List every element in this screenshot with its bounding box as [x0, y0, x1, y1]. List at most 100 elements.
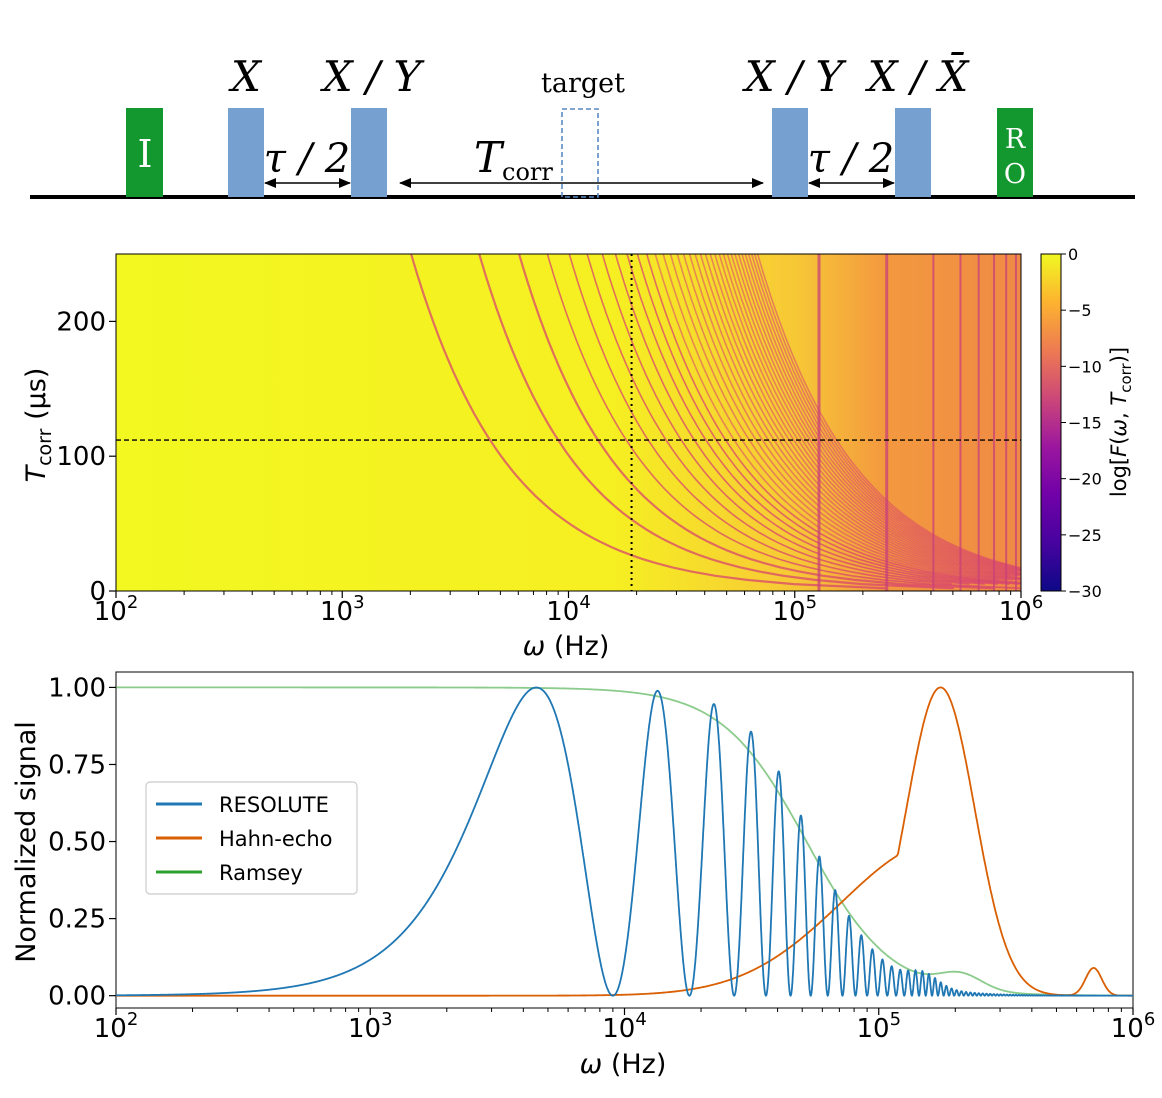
- x-tick-label: 106: [1111, 1009, 1156, 1044]
- pulse-3: [772, 108, 808, 197]
- pulse-sequence: I X X / Y X / Y X / X̄ target R O τ / 2 …: [30, 50, 1135, 199]
- legend: RESOLUTE Hahn-echo Ramsey: [145, 781, 358, 895]
- heatmap-dip-curve: [694, 254, 1021, 580]
- readout-label-r: R: [1005, 124, 1026, 155]
- line-y-axis: 0.00 0.25 0.50 0.75 1.00: [48, 673, 116, 1012]
- y-tick-label: 0.75: [48, 750, 106, 780]
- pulse-4: [895, 108, 931, 197]
- heatmap-dip-curve: [601, 254, 985, 585]
- x-tick-label: 104: [546, 592, 591, 627]
- y-tick-label: 100: [56, 442, 106, 472]
- legend-label-ramsey: Ramsey: [219, 861, 303, 885]
- init-label: I: [137, 132, 152, 176]
- heatmap-dip-curve: [546, 254, 1021, 590]
- colorbar-tick-label: −25: [1068, 526, 1102, 545]
- heatmap-dip-curve: [704, 254, 1010, 577]
- colorbar-tick-label: 0: [1068, 245, 1078, 264]
- pulse-2: [351, 108, 387, 197]
- colorbar-tick-label: −10: [1068, 357, 1102, 376]
- heatmap-y-label: Tcorr (μs): [21, 368, 56, 483]
- y-tick-label: 200: [56, 307, 106, 337]
- colorbar-tick-label: −15: [1068, 414, 1102, 433]
- x-tick-label: 105: [856, 1009, 901, 1044]
- tau-right-label: τ / 2: [808, 136, 894, 182]
- x-tick-label: 102: [94, 1009, 139, 1044]
- heatmap-dip-curve: [662, 254, 1000, 581]
- heatmap-dip-curve: [669, 254, 1007, 581]
- colorbar-tick-label: −20: [1068, 470, 1102, 489]
- line-panel: 102 103 104 105 106 0.00 0.25 0.50 0.75 1.00 ω (…: [11, 671, 1156, 1080]
- heatmap-dips: [410, 254, 1021, 591]
- pulse-1-label: X: [228, 52, 263, 101]
- init-pulse: [126, 108, 163, 197]
- target-label: target: [541, 68, 625, 99]
- tcorr-label-main: T: [474, 133, 505, 182]
- heatmap-dip-curve: [714, 254, 1020, 577]
- hahn-echo-line: [116, 686, 1133, 997]
- line-x-axis: 102 103 104 105 106: [94, 1008, 1156, 1044]
- heatmap-dip-curve: [626, 254, 1010, 585]
- heatmap-panel: 102 103 104 105 106 0 100 200 ω (Hz) Tcorr (μs…: [21, 245, 1135, 662]
- pulse-2-label: X / Y: [320, 52, 426, 101]
- x-tick-label: 105: [772, 592, 817, 627]
- line-series-group: [116, 686, 1133, 997]
- line-x-label: ω (Hz): [580, 1049, 667, 1080]
- heatmap-dip-curve: [586, 254, 970, 585]
- heatmap-x-axis: 102 103 104 105 106: [94, 591, 1044, 627]
- resolute-line: [116, 686, 1133, 997]
- colorbar-tick-label: −5: [1068, 301, 1092, 320]
- y-tick-label: 1.00: [48, 673, 106, 703]
- tau-left-label: τ / 2: [264, 136, 350, 182]
- pulse-4-label: X / X̄: [865, 50, 971, 101]
- heatmap-dip-curve: [518, 254, 994, 590]
- heatmap-dip-curve: [688, 254, 1021, 581]
- y-tick-label: 0.50: [48, 828, 106, 858]
- heatmap-dip-curve: [568, 254, 952, 585]
- heatmap-dip-curve: [478, 254, 954, 590]
- colorbar-tick-label: −30: [1068, 582, 1102, 601]
- pulse-1: [228, 108, 264, 197]
- heatmap-dip-curve: [747, 254, 1021, 571]
- target-window: [561, 108, 599, 198]
- heatmap-dip-curve: [676, 254, 1014, 581]
- heatmap-dip-curve: [410, 254, 886, 590]
- legend-label-resolute: RESOLUTE: [219, 793, 329, 817]
- x-tick-label: 102: [94, 592, 139, 627]
- colorbar-label: log[F(ω, Tcorr)]: [1107, 347, 1135, 497]
- heatmap-dip-curve: [744, 254, 1021, 572]
- heatmap-dip-curve: [614, 254, 998, 585]
- x-tick-label: 103: [348, 1009, 393, 1044]
- y-tick-label: 0: [89, 577, 106, 607]
- heatmap-dip-curve: [741, 254, 1021, 573]
- y-tick-label: 0.25: [48, 905, 106, 935]
- pulse-3-label: X / Y: [742, 52, 848, 101]
- heatmap-dip-curve: [750, 254, 1021, 570]
- tcorr-label: Tcorr: [474, 133, 553, 186]
- heatmap-dip-curve: [646, 254, 1021, 585]
- heatmap-dip-curve: [682, 254, 1020, 581]
- heatmap-dip-curve: [722, 254, 1021, 576]
- legend-box: [145, 781, 358, 895]
- y-tick-label: 0.00: [48, 982, 106, 1012]
- heatmap-dip-curve: [654, 254, 1021, 584]
- heatmap-dip-curve: [699, 254, 1021, 579]
- heatmap-dip-curve: [726, 254, 1021, 575]
- heatmap-y-axis: 0 100 200: [56, 307, 116, 607]
- heatmap-dip-curve: [753, 254, 1021, 570]
- heatmap-dip-curve: [718, 254, 1021, 577]
- x-tick-label: 106: [999, 592, 1044, 627]
- heatmap-dip-curve: [737, 254, 1020, 573]
- x-tick-label: 103: [320, 592, 365, 627]
- x-tick-label: 104: [602, 1009, 647, 1044]
- colorbar-ticks: 0 −5 −10 −15 −20 −25 −30: [1061, 245, 1102, 601]
- heatmap-dip-curve: [636, 254, 1020, 585]
- heatmap-x-label: ω (Hz): [523, 631, 610, 662]
- line-y-label: Normalized signal: [11, 721, 42, 963]
- readout-label-o: O: [1004, 159, 1026, 190]
- ramsey-line: [116, 686, 1133, 997]
- colorbar: [1040, 253, 1062, 592]
- heatmap-dip-curve: [709, 254, 1015, 577]
- readout-pulse: [997, 108, 1033, 197]
- legend-label-hahn: Hahn-echo: [219, 827, 332, 851]
